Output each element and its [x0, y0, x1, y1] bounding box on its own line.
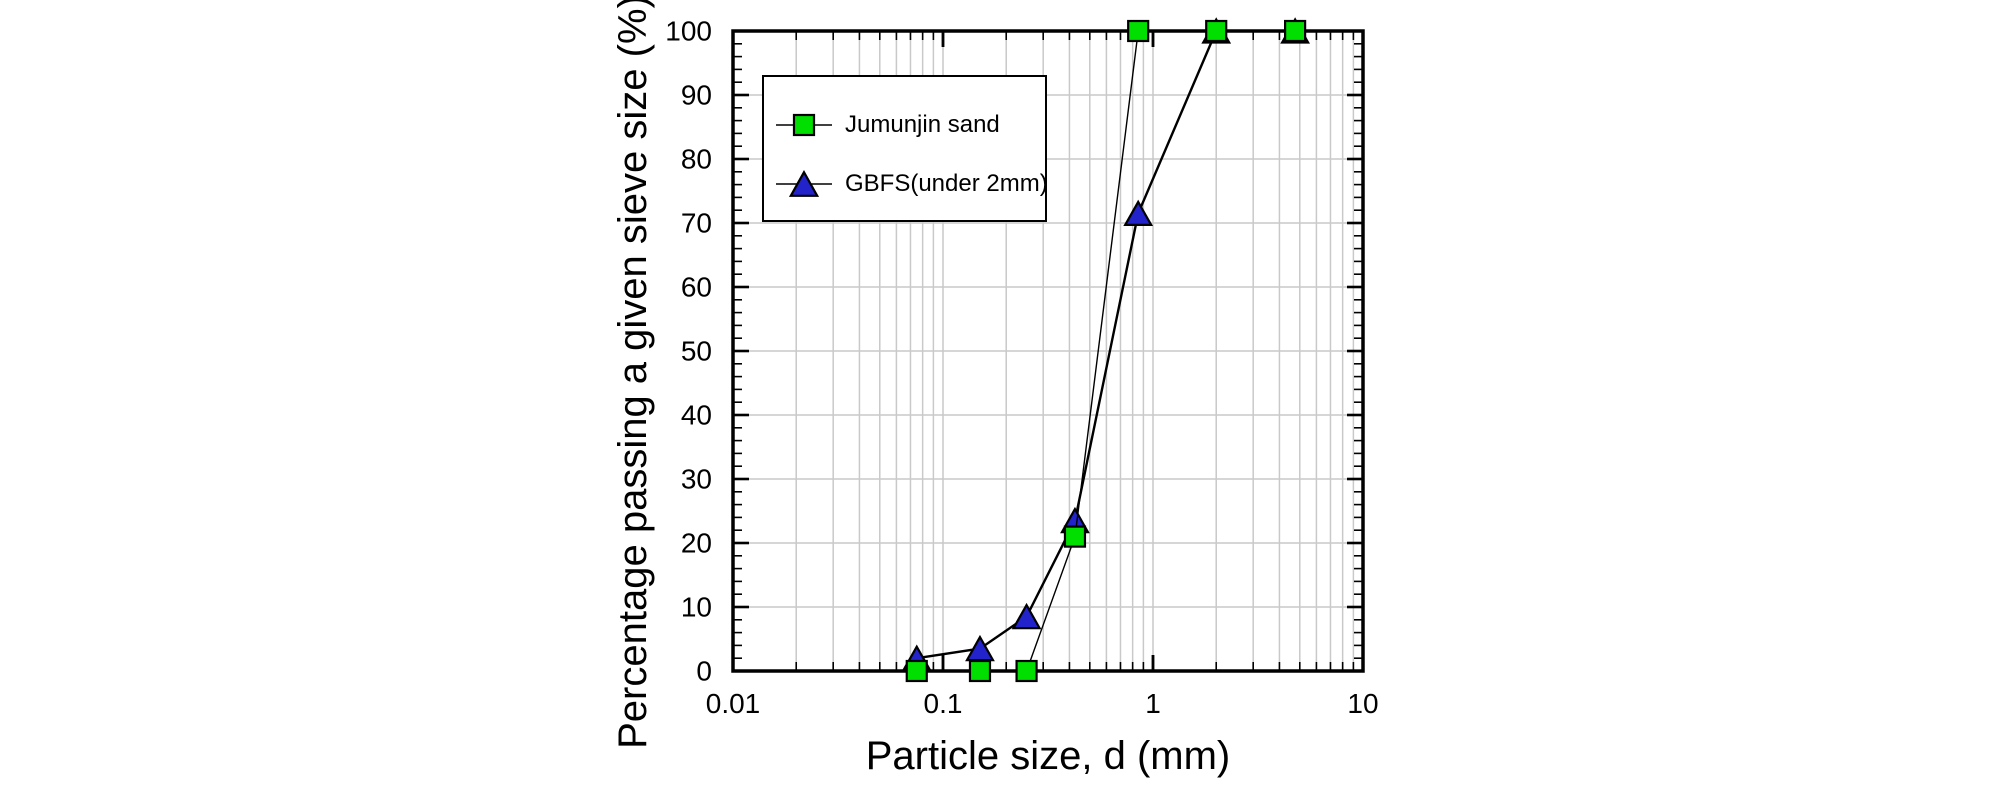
series-jumunjin-sand	[905, 19, 1307, 683]
y-tick-label: 20	[681, 528, 712, 559]
y-tick-label: 100	[665, 16, 712, 47]
y-tick-label: 50	[681, 336, 712, 367]
square-marker-icon	[1015, 659, 1038, 683]
x-axis-title: Particle size, d (mm)	[865, 734, 1231, 778]
x-tick-label: 0.01	[706, 688, 761, 719]
y-tick-label: 60	[681, 272, 712, 303]
x-tick-label: 10	[1347, 688, 1378, 719]
legend-label: GBFS(under 2mm)	[845, 170, 1048, 197]
legend-label: Jumunjin sand	[845, 111, 1000, 138]
triangle-marker-icon	[965, 634, 995, 662]
legend-item-gbfs: GBFS(under 2mm)	[776, 169, 1048, 199]
triangle-marker-icon	[1123, 199, 1154, 226]
square-marker-icon	[1063, 525, 1087, 548]
square-marker-icon	[968, 659, 992, 683]
legend: Jumunjin sand GBFS(under 2mm)	[762, 75, 1048, 222]
y-tick-label: 70	[681, 208, 712, 239]
triangle-marker-icon	[776, 169, 832, 197]
x-tick-label: 1	[1145, 688, 1161, 719]
x-tick-label: 0.1	[924, 688, 963, 719]
y-tick-label: 90	[681, 80, 712, 111]
square-marker-icon	[1127, 19, 1150, 43]
axis-ticks	[731, 29, 1365, 673]
legend-item-jumunjin-sand: Jumunjin sand	[776, 110, 1000, 140]
square-marker-icon	[776, 113, 832, 137]
y-tick-label: 10	[681, 592, 712, 623]
y-tick-label: 80	[681, 144, 712, 175]
y-tick-label: 0	[696, 656, 712, 687]
y-tick-label: 40	[681, 400, 712, 431]
triangle-marker-icon	[1011, 602, 1042, 630]
square-marker-icon	[905, 659, 928, 683]
square-marker-icon	[1205, 19, 1228, 43]
square-marker-icon	[1284, 19, 1307, 43]
y-tick-label: 30	[681, 464, 712, 495]
y-axis-title: Percentage passing a given sieve size (%…	[611, 0, 655, 749]
